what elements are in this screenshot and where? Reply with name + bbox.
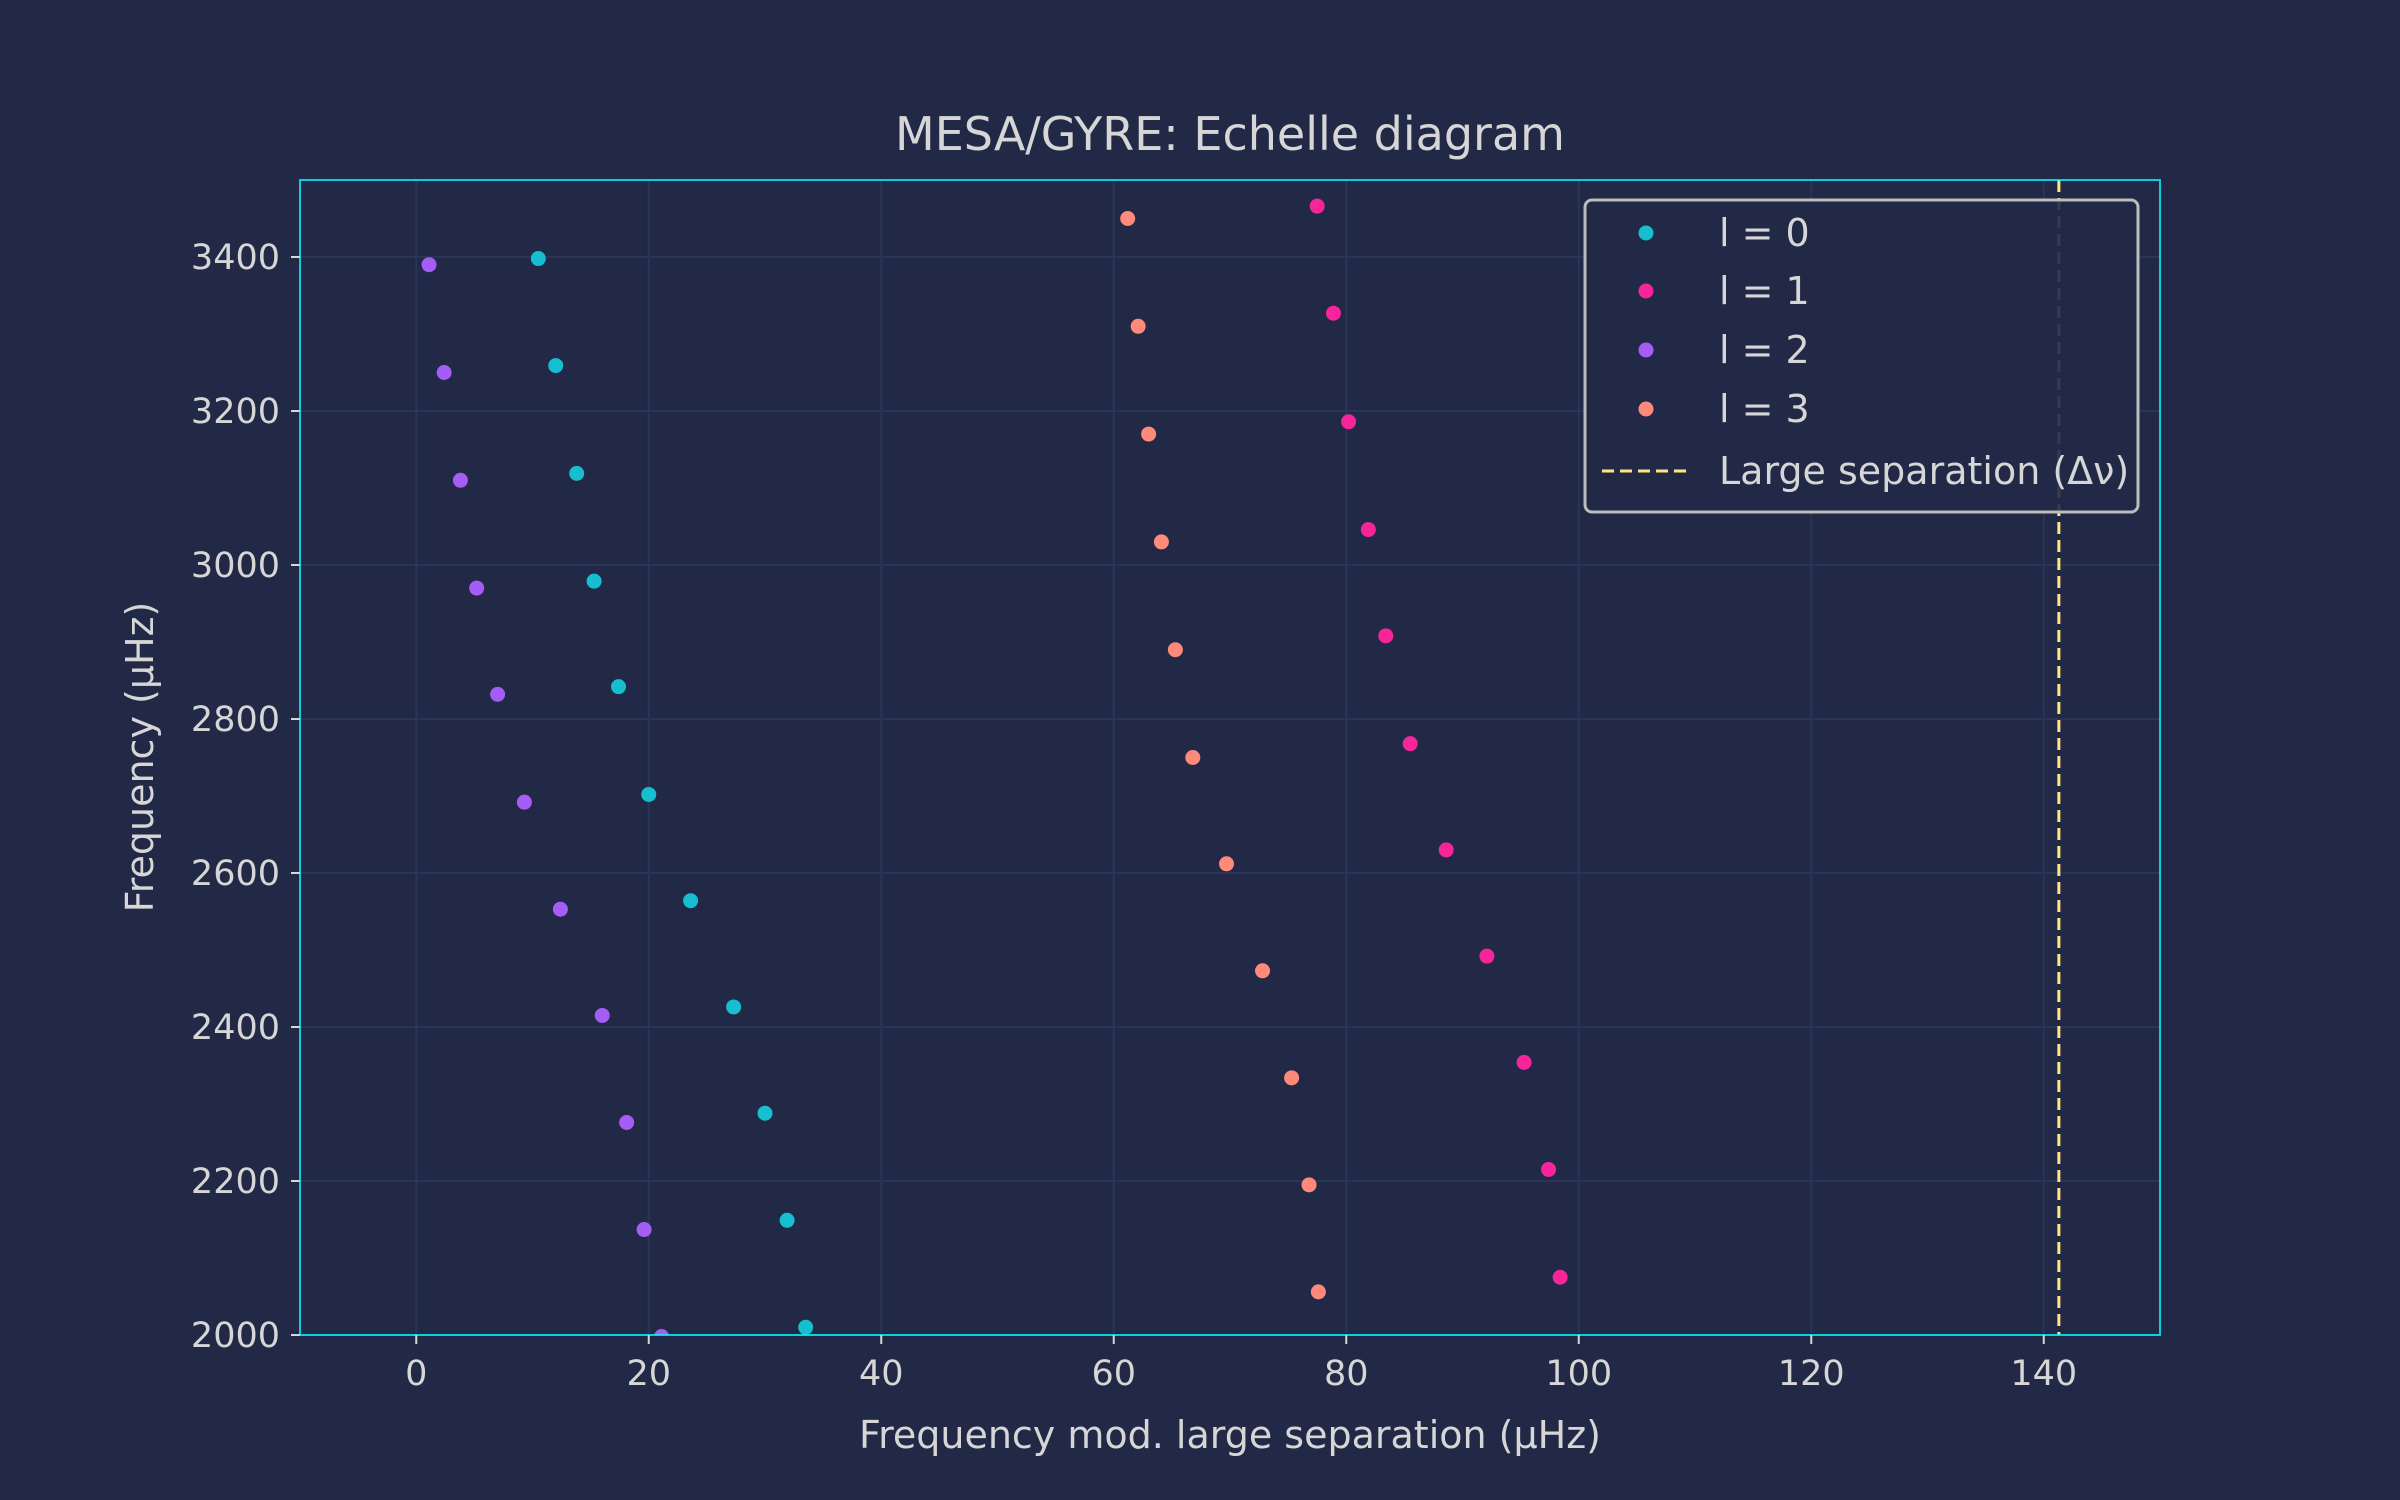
x-tick-label: 140	[2010, 1354, 2077, 1394]
data-point	[1309, 198, 1325, 214]
data-point	[1284, 1070, 1300, 1086]
data-point	[654, 1329, 669, 1335]
data-point	[683, 893, 699, 909]
y-tick-label: 2000	[191, 1316, 280, 1356]
data-point	[1402, 736, 1418, 752]
x-tick-label: 40	[859, 1354, 904, 1394]
y-tick-label: 3000	[191, 546, 280, 586]
x-tick-label: 120	[1778, 1354, 1845, 1394]
series-l-0	[530, 251, 814, 1335]
data-point	[1516, 1054, 1532, 1070]
series-l-3	[1120, 211, 1326, 1300]
x-tick-label: 20	[626, 1354, 671, 1394]
legend-frame	[1583, 198, 2140, 514]
legend-marker	[1638, 283, 1654, 299]
data-point	[1541, 1161, 1557, 1177]
y-tick-label: 2600	[191, 854, 280, 894]
x-axis-label: Frequency mod. large separation (μHz)	[859, 1413, 1601, 1457]
data-point	[569, 465, 585, 481]
data-point	[1479, 948, 1495, 964]
data-point	[636, 1222, 652, 1238]
legend-label: l = 3	[1719, 387, 1810, 431]
data-point	[1141, 426, 1157, 442]
data-point	[1378, 628, 1394, 644]
y-tick-label: 2400	[191, 1008, 280, 1048]
data-point	[530, 251, 546, 267]
data-point	[469, 580, 485, 596]
x-tick-label: 0	[405, 1354, 427, 1394]
data-point	[1341, 414, 1357, 430]
data-point	[594, 1007, 610, 1023]
data-point	[516, 794, 532, 810]
data-point	[1167, 642, 1183, 658]
legend-marker	[1638, 342, 1654, 358]
data-point	[798, 1319, 814, 1335]
data-point	[1219, 856, 1235, 872]
data-point	[586, 573, 602, 589]
data-point	[1360, 522, 1376, 538]
chart-title: MESA/GYRE: Echelle diagram	[895, 107, 1565, 161]
data-point	[552, 901, 568, 917]
data-point	[1255, 963, 1271, 979]
data-point	[490, 686, 506, 702]
data-point	[1301, 1177, 1317, 1193]
data-point	[1310, 1284, 1326, 1300]
data-point	[436, 365, 452, 380]
data-point	[779, 1212, 795, 1228]
y-tick-label: 2800	[191, 700, 280, 740]
x-tick-label: 100	[1545, 1354, 1612, 1394]
data-point	[757, 1105, 773, 1121]
data-point	[641, 786, 657, 802]
series-l-2	[421, 257, 669, 1335]
axis-ticks: 0 20 40 60 80 100 120 140 2000 2200 2400 2600 2800 30…	[191, 238, 2077, 1394]
data-point	[1120, 211, 1136, 226]
data-point	[619, 1114, 635, 1130]
data-point	[726, 999, 742, 1015]
data-point	[452, 472, 468, 488]
data-point	[548, 358, 564, 374]
data-point	[1438, 842, 1454, 858]
series-l-1	[1309, 198, 1568, 1285]
y-tick-label: 2200	[191, 1162, 280, 1202]
data-point	[1153, 534, 1169, 550]
data-point	[1325, 305, 1341, 321]
plot-frame	[299, 179, 2161, 1336]
legend-label: l = 2	[1719, 328, 1810, 372]
x-tick-label: 60	[1091, 1354, 1136, 1394]
data-point	[1130, 318, 1146, 334]
data-points	[421, 198, 1568, 1335]
legend-marker	[1638, 225, 1654, 241]
legend-marker	[1638, 401, 1654, 417]
legend: l = 0 l = 1 l = 2 l = 3 Large separation (Δν…	[1583, 198, 2140, 514]
data-point	[421, 257, 437, 273]
y-tick-label: 3200	[191, 392, 280, 432]
data-point	[1185, 750, 1201, 765]
data-point	[1552, 1269, 1568, 1285]
legend-label: Large separation (Δν)	[1719, 449, 2129, 493]
x-tick-label: 80	[1324, 1354, 1369, 1394]
legend-label: l = 1	[1719, 269, 1810, 313]
y-tick-label: 3400	[191, 238, 280, 278]
y-axis-label: Frequency (μHz)	[118, 602, 162, 913]
data-point	[611, 679, 627, 695]
legend-label: l = 0	[1719, 211, 1810, 255]
